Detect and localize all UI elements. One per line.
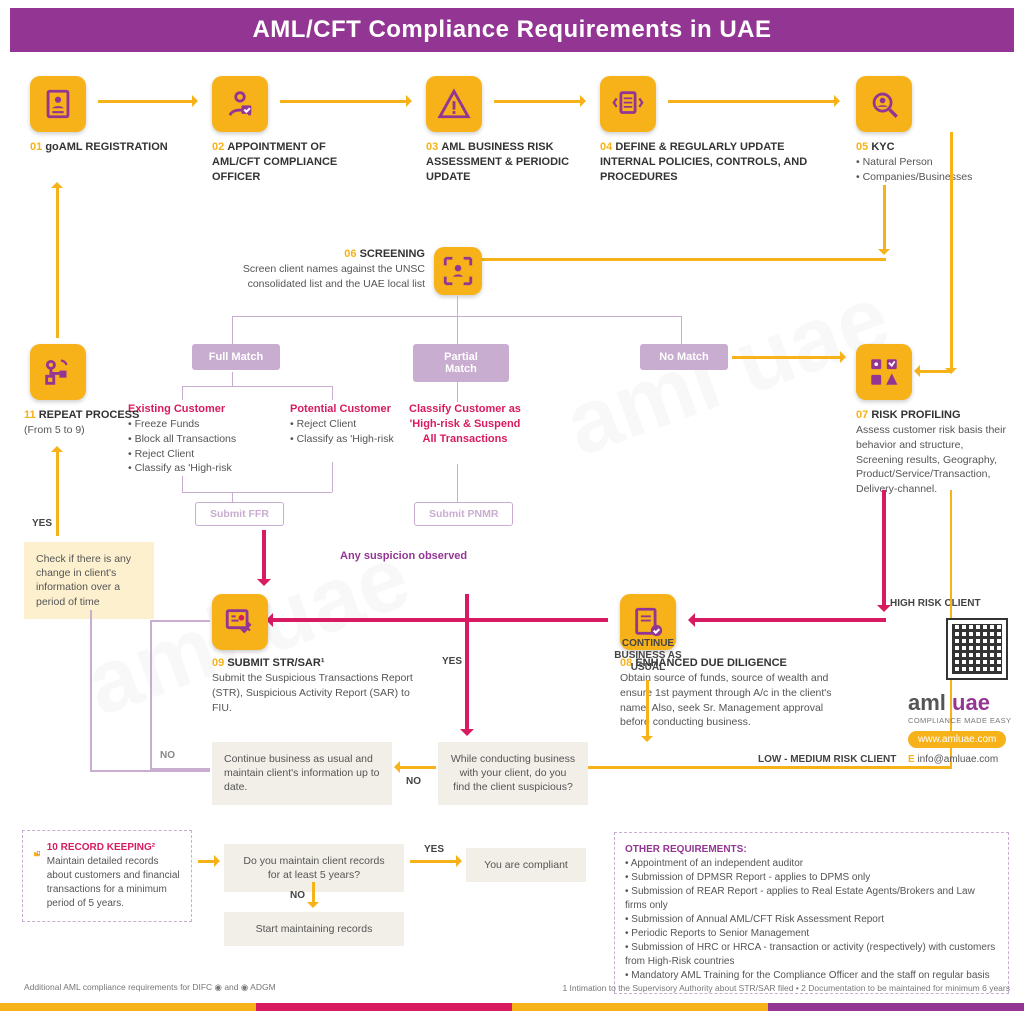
connector [198,860,218,863]
pill-no-match: No Match [640,344,728,370]
arrow [280,100,410,103]
connector [182,386,183,400]
connector [732,356,844,359]
qr-code [948,620,1006,678]
icon-officer [212,76,268,132]
connector [457,296,458,316]
connector [410,860,460,863]
pill-partial-match: Partial Match [413,344,509,382]
connector [56,448,59,536]
brand-block: aml uae COMPLIANCE MADE EASY www.amluae.… [908,690,1018,765]
connector [90,610,92,770]
box-check-change: Check if there is any change in client's… [24,542,154,619]
icon-registration [30,76,86,132]
icon-screening [434,247,482,295]
connector [182,476,183,492]
connector-red [262,530,266,584]
connector [150,620,210,622]
label-no: NO [406,776,421,787]
connector [182,386,332,387]
footer-stripe [0,1003,1024,1011]
step-05: 05 KYC • Natural Person • Companies/Busi… [856,140,1006,185]
connector [90,770,210,772]
brand-logo: aml uae [908,690,1018,716]
connector [457,372,458,402]
brand-url[interactable]: www.amluae.com [908,731,1006,748]
page-title: AML/CFT Compliance Requirements in UAE [252,16,771,44]
connector [150,620,152,768]
connector [916,370,952,373]
label-no: NO [290,890,305,901]
icon-risk [426,76,482,132]
connector [232,316,233,344]
connector [332,462,333,492]
other-requirements: OTHER REQUIREMENTS: • Appointment of an … [614,832,1009,994]
connector [232,372,233,386]
brand-email[interactable]: E info@amluae.com [908,754,1018,765]
brand-tagline: COMPLIANCE MADE EASY [908,716,1018,725]
btn-submit-pnmr: Submit PNMR [414,502,513,526]
connector [457,316,458,344]
arrow [668,100,838,103]
connector [457,464,458,502]
watermark: aml uae [552,266,902,477]
header-bar: AML/CFT Compliance Requirements in UAE [10,8,1014,52]
icon-repeat [30,344,86,400]
connector [332,386,333,400]
connector [950,132,953,372]
btn-submit-ffr: Submit FFR [195,502,284,526]
step-04: 04 DEFINE & REGULARLY UPDATE INTERNAL PO… [600,140,810,185]
step-09: 09 SUBMIT STR/SAR¹ Submit the Suspicious… [212,656,422,715]
connector [182,492,332,493]
step-06: 06 SCREENING Screen client names against… [225,247,425,292]
connector [681,316,682,344]
label-yes: YES [32,518,52,529]
label-suspicion: Any suspicion observed [340,550,467,562]
connector [646,680,649,740]
connector-red [882,490,886,610]
step-02: 02 APPOINTMENT OF AML/CFT COMPLIANCE OFF… [212,140,372,185]
infographic-canvas: aml uae aml uae AML/CFT Compliance Requi… [0,0,1024,1011]
box-compliant: You are compliant [466,848,586,882]
step-03: 03 AML BUSINESS RISK ASSESSMENT & PERIOD… [426,140,586,185]
box-suspicious-q: While conducting business with your clie… [438,742,588,805]
label-yes: YES [424,844,444,855]
icon-strsar [212,594,268,650]
connector-red [690,618,886,622]
step-01: 01 goAML REGISTRATION [30,140,180,155]
connector [442,258,886,261]
icon-risk-profiling [856,344,912,400]
connector [580,766,952,769]
box-continue-maintain: Continue business as usual and maintain … [212,742,392,805]
icon-kyc [856,76,912,132]
folder-icon [33,841,41,867]
connector-red [268,618,608,622]
connector [232,492,233,502]
icon-policies [600,76,656,132]
connector-red [465,594,469,734]
box-start-records: Start maintaining records [224,912,404,946]
label-continue: CONTINUE BUSINESS AS USUAL [608,638,688,674]
step-07: 07 RISK PROFILING Assess customer risk b… [856,408,1011,497]
pill-full-match: Full Match [192,344,280,370]
connector [883,185,886,253]
step-10-box: 10 RECORD KEEPING² Maintain detailed rec… [22,830,192,922]
existing-customer: Existing Customer • Freeze Funds • Block… [128,402,268,476]
label-high-risk: HIGH RISK CLIENT [890,598,981,609]
arrow [494,100,584,103]
step-11: 11 REPEAT PROCESS (From 5 to 9) [24,408,144,438]
label-yes: YES [442,656,462,667]
footnote-left: Additional AML compliance requirements f… [24,982,276,993]
arrow [98,100,196,103]
label-low-medium: LOW - MEDIUM RISK CLIENT [758,754,896,765]
partial-classify: Classify Customer as 'High-risk & Suspen… [405,402,525,447]
label-no: NO [160,750,175,761]
connector [56,184,59,338]
connector [312,882,315,906]
potential-customer: Potential Customer • Reject Client • Cla… [290,402,400,447]
footnote-right: 1 Intimation to the Supervisory Authorit… [562,983,1010,993]
connector [396,766,436,769]
